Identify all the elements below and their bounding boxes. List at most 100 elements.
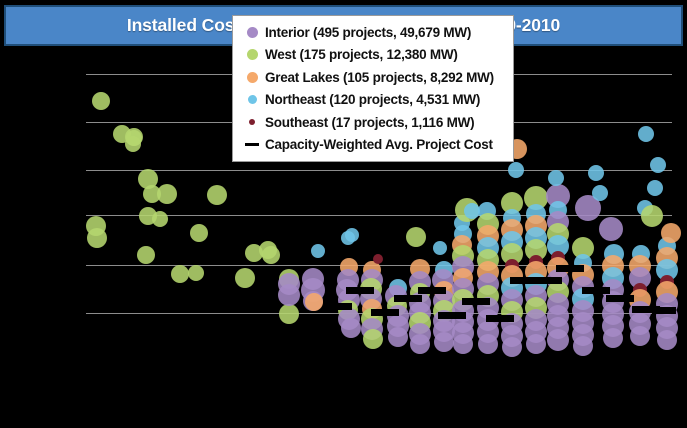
scatter-point — [245, 244, 263, 262]
legend-item-label: Interior (495 projects, 49,679 MW) — [265, 24, 472, 40]
legend-item-interior[interactable]: Interior (495 projects, 49,679 MW) — [239, 21, 505, 44]
scatter-point — [137, 246, 155, 264]
scatter-point — [363, 329, 383, 349]
scatter-point — [501, 192, 523, 214]
scatter-point — [434, 332, 454, 352]
scatter-point — [171, 265, 189, 283]
legend-item-label: Capacity-Weighted Avg. Project Cost — [265, 137, 493, 153]
scatter-point — [526, 334, 546, 354]
circle-swatch-icon — [246, 26, 258, 38]
scatter-point — [453, 334, 473, 354]
scatter-point — [592, 185, 608, 201]
scatter-point — [572, 237, 594, 259]
scatter-point — [410, 334, 430, 354]
scatter-points-layer — [0, 48, 687, 428]
capacity-weighted-avg-bar — [419, 288, 445, 293]
scatter-point — [345, 228, 359, 242]
chart-legend: Interior (495 projects, 49,679 MW) West (… — [232, 15, 514, 162]
scatter-point — [508, 162, 524, 178]
scatter-point — [657, 330, 677, 350]
scatter-point — [641, 205, 663, 227]
scatter-point — [92, 92, 110, 110]
scatter-point — [235, 268, 255, 288]
capacity-weighted-avg-bar — [372, 310, 398, 315]
scatter-point — [406, 227, 426, 247]
line-swatch-icon — [245, 143, 259, 147]
scatter-point — [311, 244, 325, 258]
scatter-point — [138, 169, 158, 189]
scatter-point — [656, 259, 678, 281]
circle-swatch-icon — [246, 49, 258, 61]
legend-item-great-lakes[interactable]: Great Lakes (105 projects, 8,292 MW) — [239, 66, 505, 89]
scatter-point — [573, 336, 593, 356]
capacity-weighted-avg-bar — [511, 278, 537, 283]
scatter-point — [478, 334, 498, 354]
legend-dot-icon — [239, 49, 265, 61]
capacity-weighted-avg-bar — [325, 304, 351, 309]
capacity-weighted-average-bars-layer — [0, 48, 687, 428]
scatter-point — [630, 326, 650, 346]
scatter-point — [433, 241, 447, 255]
capacity-weighted-avg-bar — [535, 278, 561, 283]
avg-line-icon — [239, 143, 265, 147]
legend-dot-icon — [239, 119, 265, 126]
chart-plot-area — [0, 48, 687, 428]
capacity-weighted-avg-bar — [463, 299, 489, 304]
capacity-weighted-avg-bar — [633, 307, 659, 312]
legend-item-label: Great Lakes (105 projects, 8,292 MW) — [265, 69, 494, 85]
circle-swatch-icon — [249, 119, 255, 126]
scatter-point — [547, 235, 569, 257]
gridline-2 — [86, 170, 672, 171]
scatter-point — [548, 170, 564, 186]
capacity-weighted-avg-bar — [347, 288, 373, 293]
scatter-point — [125, 136, 141, 152]
scatter-point — [262, 246, 280, 264]
scatter-point — [87, 228, 107, 248]
capacity-weighted-avg-bar — [653, 308, 675, 313]
scatter-point — [502, 337, 522, 357]
scatter-point — [629, 267, 651, 289]
scatter-point — [525, 239, 547, 261]
legend-dot-icon — [239, 71, 265, 83]
circle-swatch-icon — [246, 71, 258, 83]
scatter-point — [599, 217, 623, 241]
scatter-point — [373, 254, 383, 264]
scatter-point — [152, 211, 168, 227]
scatter-point — [647, 180, 663, 196]
legend-item-label: Southeast (17 projects, 1,116 MW) — [265, 114, 475, 130]
legend-item-west[interactable]: West (175 projects, 12,380 MW) — [239, 44, 505, 67]
scatter-point — [501, 243, 523, 265]
circle-swatch-icon — [247, 95, 257, 105]
legend-item-southeast[interactable]: Southeast (17 projects, 1,116 MW) — [239, 111, 505, 134]
legend-item-label: Northeast (120 projects, 4,531 MW) — [265, 92, 481, 108]
gridline-3 — [86, 215, 672, 216]
scatter-point — [278, 284, 300, 306]
scatter-point — [207, 185, 227, 205]
capacity-weighted-avg-bar — [583, 288, 609, 293]
scatter-point — [341, 318, 361, 338]
legend-item-label: West (175 projects, 12,380 MW) — [265, 47, 458, 63]
scatter-point — [650, 157, 666, 173]
legend-item-northeast[interactable]: Northeast (120 projects, 4,531 MW) — [239, 89, 505, 112]
legend-dot-icon — [239, 26, 265, 38]
scatter-point — [588, 165, 604, 181]
scatter-point — [603, 328, 623, 348]
capacity-weighted-avg-bar — [557, 266, 583, 271]
scatter-point — [188, 265, 204, 281]
scatter-point — [190, 224, 208, 242]
capacity-weighted-avg-bar — [487, 316, 513, 321]
scatter-point — [279, 304, 299, 324]
legend-dot-icon — [239, 95, 265, 105]
scatter-point — [464, 203, 480, 219]
capacity-weighted-avg-bar — [395, 296, 421, 301]
capacity-weighted-avg-bar — [607, 296, 633, 301]
legend-item-average[interactable]: Capacity-Weighted Avg. Project Cost — [239, 134, 505, 157]
scatter-point — [638, 126, 654, 142]
capacity-weighted-avg-bar — [439, 313, 465, 318]
scatter-point — [143, 185, 161, 203]
scatter-point — [157, 184, 177, 204]
scatter-point — [305, 293, 323, 311]
scatter-point — [388, 327, 408, 347]
scatter-point — [661, 223, 681, 243]
